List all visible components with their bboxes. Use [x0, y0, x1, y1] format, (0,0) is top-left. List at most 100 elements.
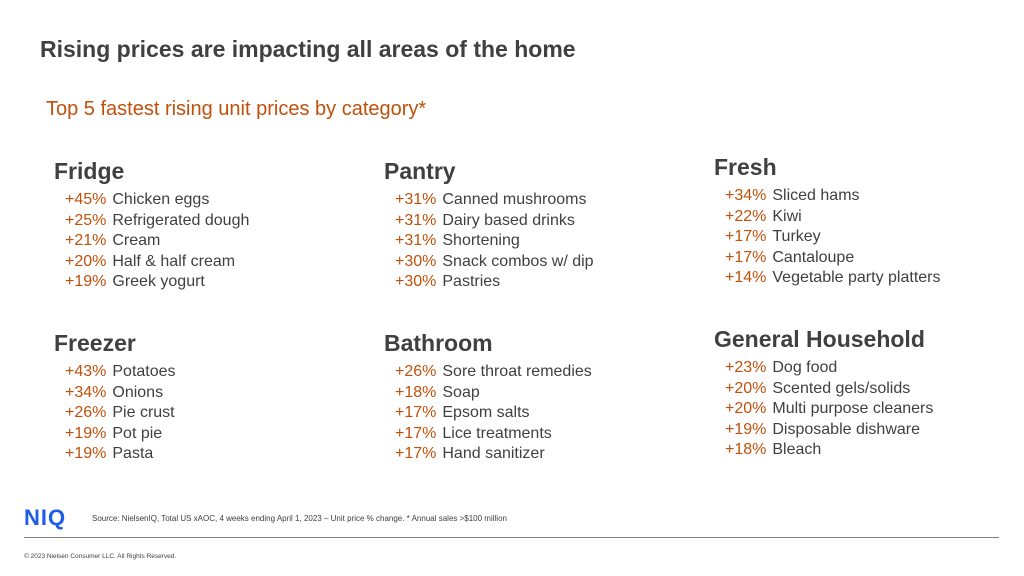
item-label: Kiwi [772, 207, 802, 225]
list-item: +17% Cantaloupe [725, 248, 940, 269]
item-label: Multi purpose cleaners [772, 400, 934, 417]
list-item: +25% Refrigerated dough [65, 211, 249, 232]
list-item: +26% Sore throat remedies [395, 362, 592, 383]
list-item: +21% Cream [65, 231, 249, 252]
list-item: +30% Pastries [395, 272, 594, 293]
source-note: Source: NielsenIQ, Total US xAOC, 4 week… [92, 514, 507, 523]
niq-logo: NIQ [24, 505, 67, 530]
item-percent: +20% [725, 400, 767, 417]
list-item: +22% Kiwi [725, 207, 940, 228]
list-item: +19% Pot pie [65, 424, 176, 445]
item-percent: +34% [725, 187, 767, 204]
list-item: +17% Lice treatments [395, 424, 592, 445]
list-item: +20% Scented gels/solids [725, 379, 933, 400]
item-label: Sore throat remedies [442, 363, 592, 380]
item-percent: +30% [395, 252, 437, 270]
item-label: Pot pie [112, 424, 163, 442]
item-percent: +17% [725, 228, 767, 245]
item-percent: +31% [395, 232, 437, 249]
item-label: Cream [112, 232, 161, 249]
item-percent: +17% [395, 424, 437, 442]
list-item: +19% Disposable dishware [725, 420, 933, 441]
category-title: Freezer [54, 330, 136, 356]
category-title: Fresh [714, 154, 777, 180]
item-label: Bleach [772, 441, 822, 458]
list-item: +43% Potatoes [65, 362, 176, 383]
list-item: +31% Canned mushrooms [395, 190, 594, 211]
category-bathroom: Bathroom +26% Sore throat remedies +18% So… [384, 330, 592, 465]
category-fridge: Fridge +45% Chicken eggs +25% Refrigerated… [54, 158, 249, 293]
list-item: +17% Turkey [725, 227, 940, 248]
item-percent: +17% [395, 445, 437, 462]
item-label: Pasta [112, 445, 154, 462]
item-percent: +25% [65, 211, 107, 229]
item-label: Disposable dishware [772, 420, 921, 438]
list-item: +14% Vegetable party platters [725, 268, 940, 289]
item-label: Pastries [442, 273, 501, 290]
item-label: Hand sanitizer [442, 445, 545, 462]
item-label: Pie crust [112, 404, 175, 421]
item-label: Dog food [772, 359, 838, 376]
list-item: +31% Shortening [395, 231, 594, 252]
list-item: +18% Soap [395, 383, 592, 404]
item-percent: +19% [725, 420, 767, 438]
item-percent: +30% [395, 273, 437, 290]
list-item: +26% Pie crust [65, 403, 176, 424]
list-item: +45% Chicken eggs [65, 190, 249, 211]
item-label: Dairy based drinks [442, 211, 575, 229]
list-item: +19% Pasta [65, 444, 176, 465]
item-label: Potatoes [112, 363, 176, 380]
list-item: +17% Hand sanitizer [395, 444, 592, 465]
item-percent: +43% [65, 363, 107, 380]
item-label: Chicken eggs [112, 191, 210, 208]
item-label: Cantaloupe [772, 248, 855, 266]
item-label: Onions [112, 383, 164, 401]
category-freezer: Freezer +43% Potatoes +34% Onions +26% Pie … [54, 330, 176, 465]
category-general-household: General Household +23% Dog food +20% Scent… [714, 326, 933, 461]
item-percent: +19% [65, 445, 107, 462]
list-item: +23% Dog food [725, 358, 933, 379]
slide-title: Rising prices are impacting all areas of… [40, 36, 576, 62]
item-label: Refrigerated dough [112, 211, 250, 229]
item-percent: +34% [65, 383, 107, 401]
item-percent: +19% [65, 424, 107, 442]
list-item: +34% Onions [65, 383, 176, 404]
item-percent: +14% [725, 269, 767, 286]
category-title: Bathroom [384, 330, 493, 356]
item-percent: +20% [65, 252, 107, 270]
list-item: +34% Sliced hams [725, 186, 940, 207]
item-label: Vegetable party platters [772, 269, 941, 286]
item-label: Greek yogurt [112, 273, 205, 290]
item-percent: +23% [725, 359, 767, 376]
item-label: Half & half cream [112, 252, 236, 270]
item-percent: +17% [725, 248, 767, 266]
list-item: +20% Multi purpose cleaners [725, 399, 933, 420]
item-percent: +26% [65, 404, 107, 421]
item-label: Shortening [442, 232, 520, 249]
item-percent: +18% [725, 441, 767, 458]
item-percent: +17% [395, 404, 437, 421]
item-percent: +31% [395, 191, 437, 208]
item-label: Scented gels/solids [772, 379, 911, 397]
item-percent: +18% [395, 383, 437, 401]
category-title: General Household [714, 326, 925, 352]
item-percent: +31% [395, 211, 437, 229]
item-label: Snack combos w/ dip [442, 252, 594, 270]
category-fresh: Fresh +34% Sliced hams +22% Kiwi +17% Turke… [714, 154, 940, 289]
list-item: +30% Snack combos w/ dip [395, 252, 594, 273]
category-pantry: Pantry +31% Canned mushrooms +31% Dairy ba… [384, 158, 594, 293]
item-percent: +20% [725, 379, 767, 397]
item-label: Sliced hams [772, 187, 860, 204]
item-label: Canned mushrooms [442, 191, 587, 208]
category-title: Fridge [54, 158, 125, 184]
list-item: +18% Bleach [725, 440, 933, 461]
list-item: +31% Dairy based drinks [395, 211, 594, 232]
item-percent: +26% [395, 363, 437, 380]
list-item: +20% Half & half cream [65, 252, 249, 273]
item-label: Soap [442, 383, 480, 401]
footer-divider [24, 537, 999, 538]
list-item: +19% Greek yogurt [65, 272, 249, 293]
copyright-text: © 2023 Nielsen Consumer LLC. All Rights … [24, 553, 177, 560]
item-label: Turkey [772, 228, 821, 245]
item-label: Lice treatments [442, 424, 552, 442]
